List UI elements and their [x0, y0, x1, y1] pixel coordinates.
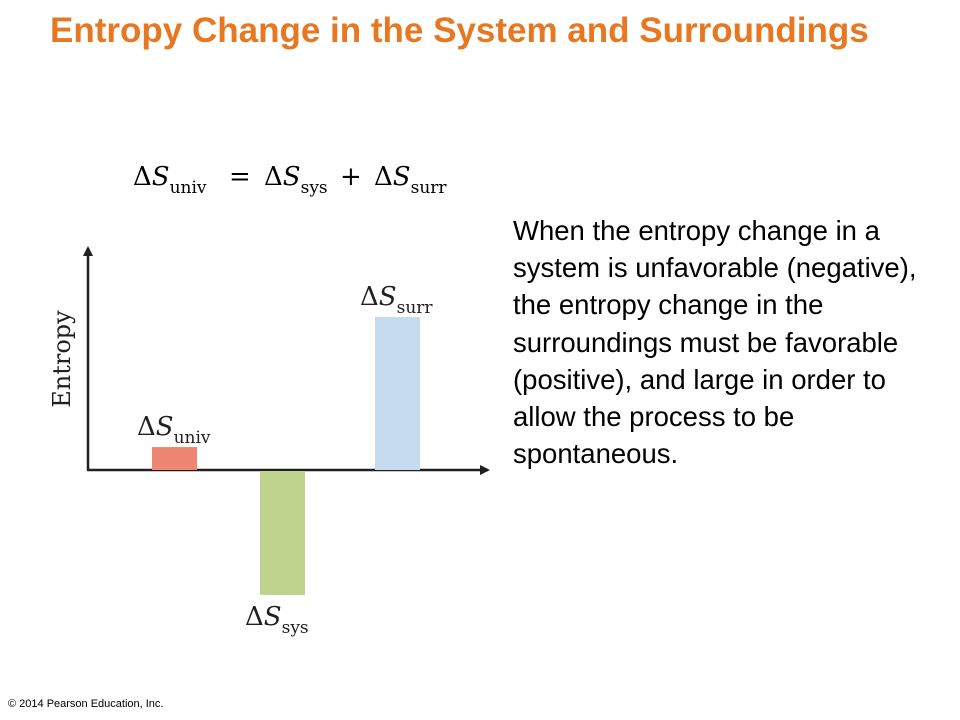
- eq-plus: +: [340, 162, 362, 192]
- bar-delta-s-univ: [152, 447, 197, 470]
- eq-lhs-sub: univ: [170, 178, 207, 198]
- slide-body-text: When the entropy change in a system is u…: [513, 215, 917, 470]
- bar-label-delta-s-univ: ΔSuniv: [137, 412, 211, 448]
- entropy-equation: ΔSuniv = ΔSsys + ΔSsurr: [133, 162, 447, 200]
- copyright-notice: © 2014 Pearson Education, Inc.: [8, 698, 164, 710]
- bar-delta-s-surr: [375, 317, 420, 470]
- bar-label-delta-s-sys: ΔSsys: [245, 602, 309, 638]
- eq-t2-sub: surr: [411, 178, 448, 198]
- eq-t1-delta: Δ: [264, 162, 283, 192]
- slide-title: Entropy Change in the System and Surroun…: [50, 11, 869, 50]
- bar-label-delta-s-surr: ΔSsurr: [360, 282, 433, 318]
- bar-delta-s-sys: [260, 471, 305, 595]
- eq-t2-var: S: [393, 162, 411, 192]
- eq-t2-delta: Δ: [374, 162, 393, 192]
- eq-lhs-delta: Δ: [133, 162, 152, 192]
- eq-equals: =: [229, 162, 251, 192]
- eq-t1-var: S: [283, 162, 301, 192]
- eq-t1-sub: sys: [301, 178, 328, 198]
- eq-lhs-var: S: [152, 162, 170, 192]
- bars-layer: ΔSuniv ΔSsys ΔSsurr: [137, 282, 433, 638]
- y-axis-label: Entropy: [48, 310, 76, 408]
